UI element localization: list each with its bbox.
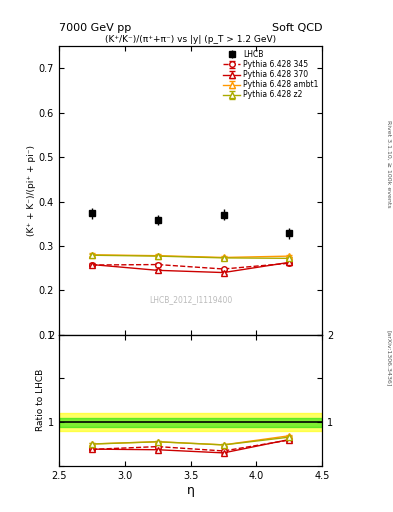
Y-axis label: Ratio to LHCB: Ratio to LHCB (36, 369, 45, 432)
Text: Soft QCD: Soft QCD (272, 23, 322, 33)
Bar (59, 413, 322, 431)
Title: (K⁺/K⁻)/(π⁺+π⁻) vs |y| (p_T > 1.2 GeV): (K⁺/K⁻)/(π⁺+π⁻) vs |y| (p_T > 1.2 GeV) (105, 35, 276, 44)
Text: LHCB_2012_I1119400: LHCB_2012_I1119400 (149, 295, 232, 305)
Legend: LHCB, Pythia 6.428 345, Pythia 6.428 370, Pythia 6.428 ambt1, Pythia 6.428 z2: LHCB, Pythia 6.428 345, Pythia 6.428 370… (222, 48, 320, 101)
X-axis label: η: η (187, 483, 195, 497)
Bar (59, 418, 322, 426)
Text: [arXiv:1306.3436]: [arXiv:1306.3436] (386, 330, 391, 387)
Text: Rivet 3.1.10, ≥ 100k events: Rivet 3.1.10, ≥ 100k events (386, 120, 391, 208)
Text: 7000 GeV pp: 7000 GeV pp (59, 23, 131, 33)
Y-axis label: (K⁺ + K⁻)/(pi⁺ + pi⁻): (K⁺ + K⁻)/(pi⁺ + pi⁻) (27, 145, 36, 236)
